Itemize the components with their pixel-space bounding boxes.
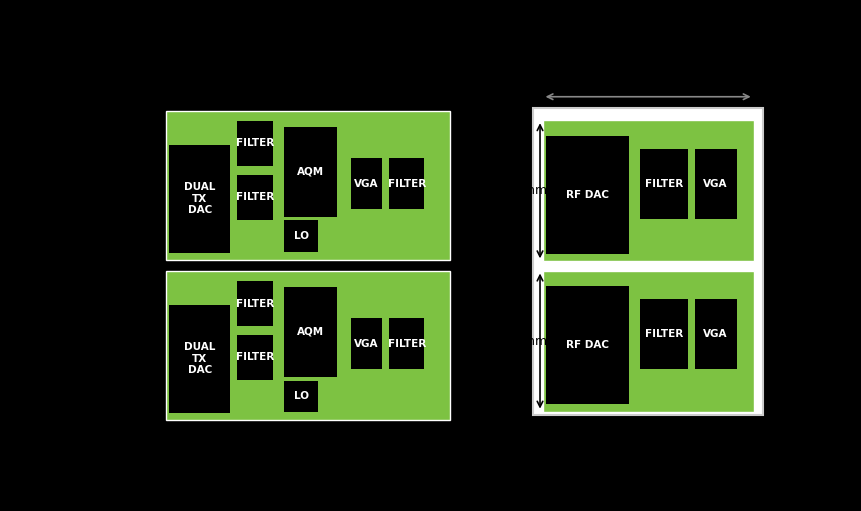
Bar xyxy=(169,305,230,413)
Text: RF DAC: RF DAC xyxy=(566,340,609,351)
Text: FILTER: FILTER xyxy=(236,192,274,202)
Bar xyxy=(284,220,318,252)
Text: AQM: AQM xyxy=(297,327,324,337)
Bar xyxy=(389,318,424,369)
Bar xyxy=(238,281,273,326)
Text: FILTER: FILTER xyxy=(236,298,274,309)
Text: DUAL
TX
DAC: DUAL TX DAC xyxy=(184,342,215,376)
Bar xyxy=(542,271,753,411)
Bar xyxy=(350,318,382,369)
Bar xyxy=(547,136,629,254)
Text: DUAL
TX
DAC: DUAL TX DAC xyxy=(184,182,215,215)
Text: 10mm: 10mm xyxy=(508,335,548,347)
Bar xyxy=(166,110,450,260)
Bar xyxy=(389,158,424,209)
Text: FILTER: FILTER xyxy=(236,353,274,362)
Text: 26mm: 26mm xyxy=(626,75,671,89)
Text: FILTER: FILTER xyxy=(236,138,274,148)
Text: FILTER: FILTER xyxy=(645,179,683,189)
Text: VGA: VGA xyxy=(354,179,379,189)
Text: 16mm: 16mm xyxy=(113,339,153,352)
Bar xyxy=(350,158,382,209)
Text: FILTER: FILTER xyxy=(645,329,683,339)
Text: FILTER: FILTER xyxy=(387,179,426,189)
Bar xyxy=(238,175,273,220)
Bar xyxy=(238,121,273,166)
Text: VGA: VGA xyxy=(703,329,728,339)
Bar xyxy=(284,287,337,377)
Text: LO: LO xyxy=(294,231,308,241)
Bar xyxy=(695,149,737,219)
Bar xyxy=(695,299,737,369)
Bar xyxy=(640,299,688,369)
Text: VGA: VGA xyxy=(703,179,728,189)
Bar xyxy=(640,149,688,219)
Text: VGA: VGA xyxy=(354,339,379,349)
Bar xyxy=(166,271,450,420)
Text: 41mm: 41mm xyxy=(286,65,331,79)
Bar xyxy=(238,335,273,380)
Bar xyxy=(533,108,763,415)
Bar xyxy=(547,286,629,405)
Text: LO: LO xyxy=(294,391,308,401)
Bar xyxy=(542,120,753,261)
Text: 10mm: 10mm xyxy=(508,184,548,197)
Text: 16mm: 16mm xyxy=(113,179,153,192)
Text: FILTER: FILTER xyxy=(387,339,426,349)
Bar xyxy=(169,145,230,252)
Bar xyxy=(284,127,337,217)
Text: AQM: AQM xyxy=(297,167,324,177)
Bar xyxy=(284,381,318,412)
Text: RF DAC: RF DAC xyxy=(566,190,609,200)
